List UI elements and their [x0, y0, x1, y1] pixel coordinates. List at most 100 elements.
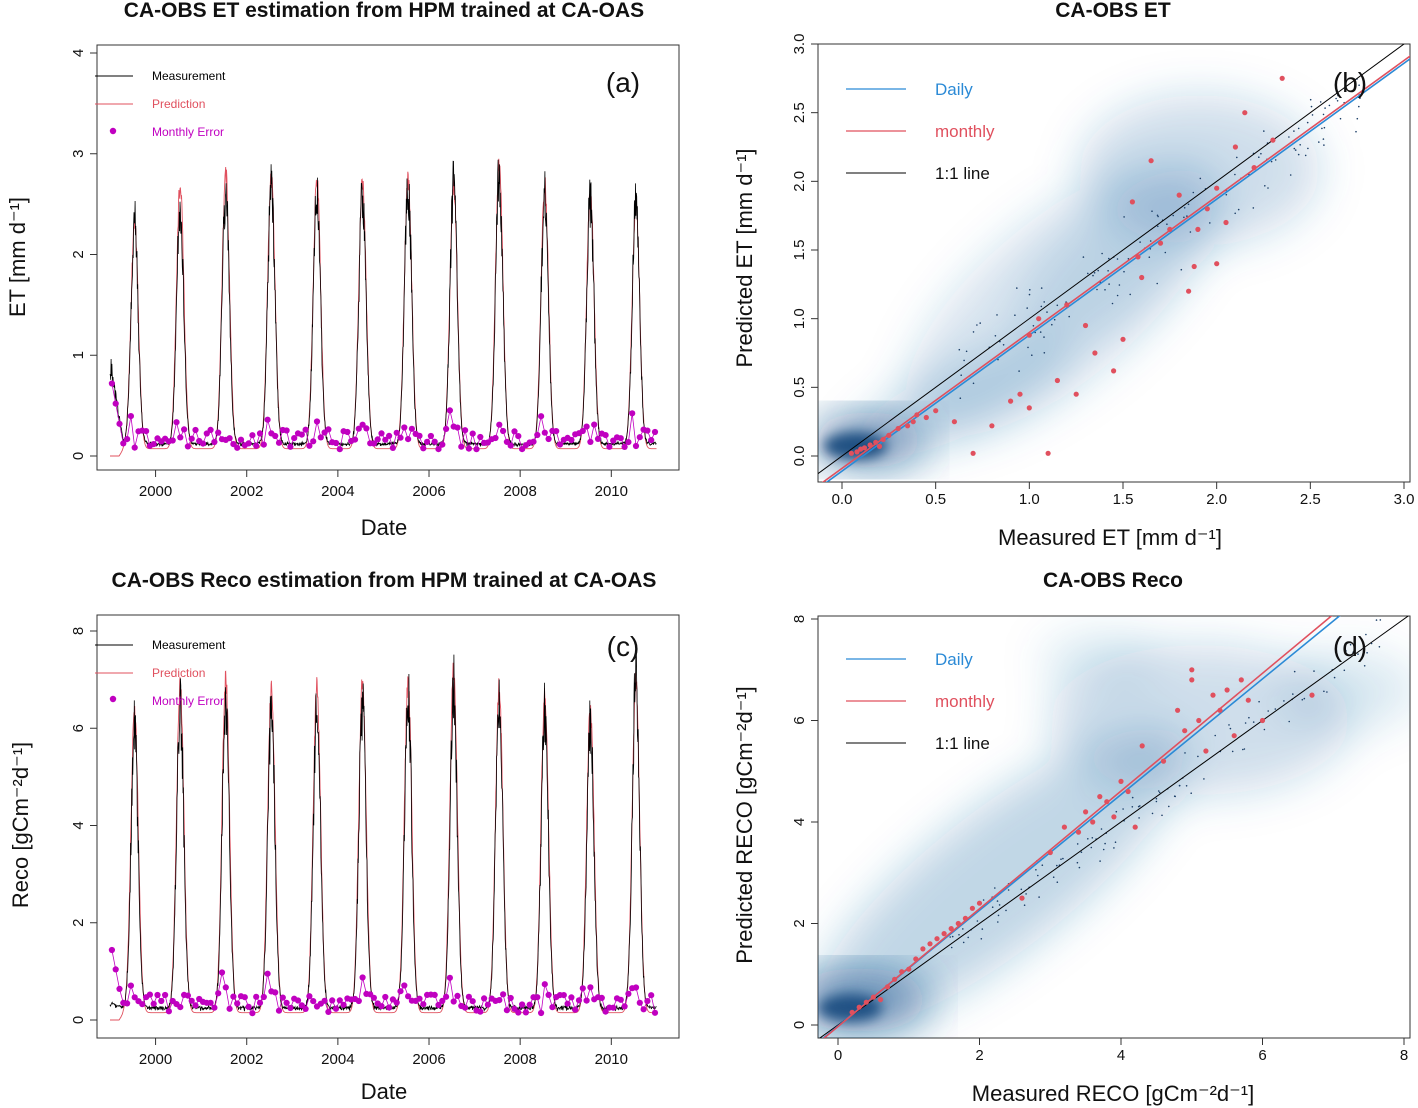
daily-point-d [1056, 864, 1058, 867]
ytick-label-c-1: 2 [70, 919, 87, 927]
daily-point-b [1116, 258, 1119, 260]
xtick-label-c-4: 2008 [503, 1051, 536, 1068]
monthly-error-point-a [234, 444, 241, 451]
daily-point-b [1293, 130, 1295, 132]
monthly-point-b [914, 412, 920, 418]
monthly-error-point-a [237, 436, 245, 443]
ylabel-a: ET [mm d⁻¹] [5, 197, 30, 317]
daily-point-b [1293, 147, 1296, 150]
daily-point-d [982, 899, 985, 901]
daily-point-d [1293, 670, 1296, 673]
monthly-error-point-c [583, 997, 590, 1004]
monthly-error-point-a [393, 429, 400, 436]
daily-point-d [1102, 848, 1105, 851]
daily-point-b [1260, 152, 1262, 155]
daily-point-d [1323, 690, 1325, 693]
monthly-error-point-a [192, 426, 199, 434]
daily-point-d [1283, 700, 1285, 702]
monthly-error-point-c [325, 1008, 332, 1016]
monthly-error-point-c [644, 998, 651, 1005]
daily-point-d [991, 906, 994, 908]
ytick-label-b-6: 3.0 [791, 34, 808, 55]
daily-point-d [1060, 858, 1062, 860]
series-layer-d [819, 616, 1410, 1038]
monthly-point-b [923, 414, 929, 421]
monthly-error-point-a [405, 436, 412, 443]
ylabel-d: Predicted RECO [gCm⁻²d⁻¹] [732, 686, 757, 964]
daily-point-d [1076, 861, 1079, 864]
monthly-point-d [976, 900, 983, 906]
monthly-error-point-a [606, 443, 613, 450]
monthly-point-b [1176, 192, 1182, 198]
monthly-point-d [1182, 728, 1188, 734]
legend-b-one-to-one: 1:1 line [935, 164, 990, 183]
monthly-error-point-a [264, 416, 271, 423]
daily-point-b [1118, 284, 1121, 286]
monthly-fit-line-d [822, 616, 1333, 1038]
daily-point-b [1027, 346, 1029, 349]
monthly-error-point-a [230, 441, 237, 448]
daily-point-b [1092, 274, 1094, 277]
monthly-point-b [1054, 377, 1060, 384]
daily-point-d [1242, 748, 1244, 751]
daily-point-d [1343, 669, 1346, 672]
density-d [818, 630, 1410, 1032]
daily-point-d [1258, 700, 1260, 703]
daily-point-d [1203, 778, 1205, 780]
daily-point-b [1139, 241, 1141, 243]
monthly-point-d [1111, 814, 1117, 820]
monthly-point-b [861, 445, 868, 451]
daily-point-d [1151, 812, 1154, 815]
monthly-error-point-a [503, 438, 510, 445]
ytick-label-c-0: 0 [70, 1016, 87, 1024]
monthly-error-point-a [591, 421, 598, 428]
monthly-error-point-a [587, 438, 594, 445]
daily-point-b [994, 335, 997, 337]
legend-b-monthly: monthly [935, 122, 995, 141]
daily-point-d [1104, 842, 1106, 845]
xtick-label-d-0: 0 [834, 1047, 842, 1064]
monthly-error-point-c [420, 1001, 427, 1008]
monthly-point-b [1270, 137, 1276, 143]
monthly-error-point-a [594, 435, 602, 442]
daily-point-d [1231, 750, 1234, 753]
daily-point-d [1056, 881, 1059, 883]
monthly-point-b [1082, 322, 1089, 329]
monthly-error-point-c [272, 989, 279, 996]
daily-point-b [1111, 302, 1114, 305]
monthly-error-point-a [120, 440, 127, 447]
monthly-error-point-a [310, 438, 317, 445]
ytick-label-d-2: 4 [791, 818, 808, 826]
monthly-error-point-a [556, 441, 564, 448]
monthly-error-point-a [336, 446, 343, 453]
monthly-point-b [1073, 391, 1079, 397]
monthly-error-point-c [640, 1006, 647, 1013]
daily-point-d [1023, 904, 1026, 906]
monthly-error-point-a [283, 427, 290, 434]
daily-point-b [1040, 287, 1043, 289]
monthly-point-d [1132, 824, 1138, 830]
daily-point-b [1156, 282, 1158, 285]
daily-point-b [1029, 289, 1031, 291]
monthly-error-point-c [154, 991, 161, 999]
monthly-error-point-a [454, 424, 461, 431]
daily-point-d [1020, 888, 1023, 891]
daily-point-b [1123, 216, 1125, 218]
monthly-point-b [1195, 226, 1201, 232]
title-d: CA-OBS Reco [1043, 569, 1183, 592]
daily-point-d [1229, 727, 1232, 730]
monthly-error-point-c [617, 996, 624, 1003]
monthly-point-d [906, 966, 912, 972]
monthly-error-point-c [526, 1001, 533, 1008]
daily-point-b [1319, 101, 1322, 103]
monthly-point-d [1231, 733, 1237, 739]
daily-point-d [1131, 806, 1134, 808]
monthly-error-point-c [431, 991, 438, 999]
monthly-point-d [1245, 697, 1251, 703]
monthly-error-point-c [256, 999, 264, 1006]
monthly-error-point-a [363, 425, 370, 432]
daily-point-b [1311, 114, 1314, 116]
monthly-point-b [933, 408, 939, 414]
daily-point-b [1026, 307, 1028, 309]
monthly-point-b [951, 419, 958, 425]
